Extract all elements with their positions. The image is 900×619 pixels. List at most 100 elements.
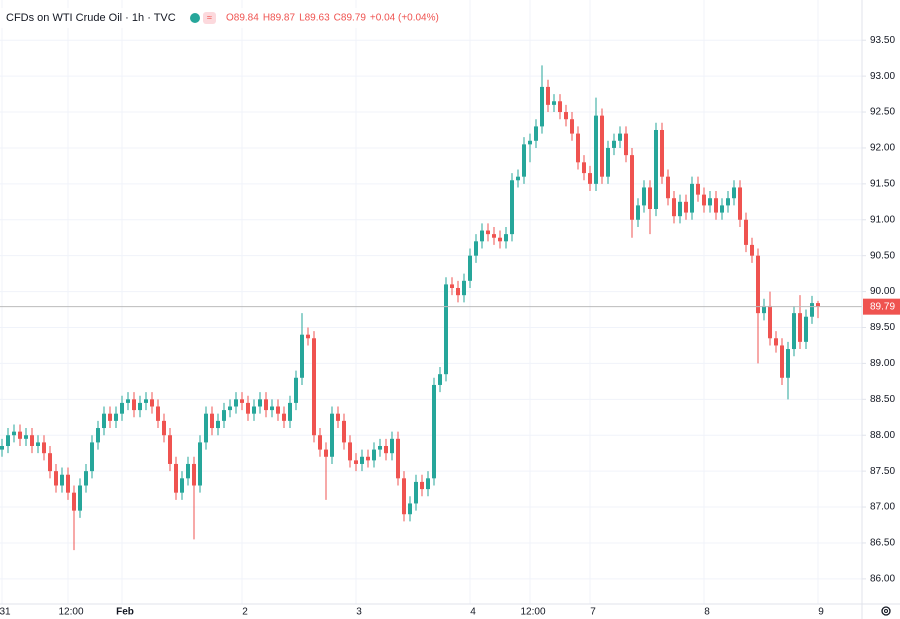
candle-body xyxy=(54,471,58,486)
candle-body xyxy=(552,101,556,105)
candle-body xyxy=(660,129,664,177)
candle-body xyxy=(192,463,196,486)
candle-body xyxy=(108,413,112,421)
candle-body xyxy=(768,305,772,339)
candle-body xyxy=(18,431,22,439)
candle-body xyxy=(114,413,118,421)
candle-body xyxy=(270,406,274,411)
candle-body xyxy=(684,201,688,213)
candle-body xyxy=(258,399,262,407)
candle-body xyxy=(138,402,142,411)
candle-body xyxy=(186,463,190,479)
candle-body xyxy=(654,129,658,209)
candle-body xyxy=(84,471,88,486)
candle-body xyxy=(12,431,16,436)
candle-body xyxy=(252,406,256,414)
candle-body xyxy=(156,406,160,421)
candle-body xyxy=(726,198,730,206)
candle-body xyxy=(288,402,292,421)
candle-body xyxy=(336,413,340,421)
candle-body xyxy=(48,453,52,472)
candle-body xyxy=(132,399,136,411)
candle-body xyxy=(468,255,472,281)
candle-body xyxy=(810,303,814,317)
y-tick-label: 91.50 xyxy=(870,178,895,189)
candle-body xyxy=(390,438,394,454)
candle-body xyxy=(174,463,178,493)
candle-body xyxy=(384,445,388,454)
candle-body xyxy=(72,492,76,511)
candle-body xyxy=(744,219,748,245)
candle-body xyxy=(738,187,742,220)
candle-body xyxy=(366,456,370,461)
candle-body xyxy=(534,126,538,141)
candle-body xyxy=(66,474,70,493)
y-tick-label: 90.50 xyxy=(870,250,895,261)
candle-body xyxy=(102,413,106,429)
candle-body xyxy=(816,303,820,307)
candle-body xyxy=(324,449,328,457)
candle-body xyxy=(564,112,568,120)
candle-body xyxy=(762,305,766,314)
candle-body xyxy=(240,399,244,403)
candle-body xyxy=(666,176,670,199)
settings-icon[interactable] xyxy=(881,606,891,616)
candle-body xyxy=(372,449,376,461)
candle-body xyxy=(642,187,646,206)
candle-body xyxy=(24,435,28,439)
candle-body xyxy=(318,435,322,450)
y-tick-label: 89.00 xyxy=(870,358,895,369)
candle-body xyxy=(408,503,412,515)
candle-body xyxy=(414,481,418,504)
candle-body xyxy=(282,413,286,421)
candle-body xyxy=(396,438,400,479)
candle-body xyxy=(492,234,496,238)
axes: 86.00 86.50 87.00 87.50 88.00 88.50 89.00 89.50… xyxy=(0,35,900,618)
plot xyxy=(0,65,862,551)
candle-body xyxy=(798,313,802,342)
candle-body xyxy=(600,115,604,177)
candle-body xyxy=(330,413,334,457)
chart-title: CFDs on WTI Crude Oil · 1h · TVC xyxy=(6,12,176,24)
x-tick-label: Feb xyxy=(116,607,134,618)
ohlc-value: L89.63 xyxy=(299,13,330,24)
candle-body xyxy=(300,334,304,378)
x-tick-label: 12:00 xyxy=(58,607,83,618)
candle-body xyxy=(780,345,784,378)
x-tick-label: 4 xyxy=(470,607,476,618)
candle-body xyxy=(756,255,760,314)
candle-body xyxy=(216,420,220,429)
toggle-icon[interactable] xyxy=(203,12,216,24)
candle-body xyxy=(804,316,808,342)
candle-body xyxy=(486,230,490,235)
status-icon xyxy=(190,13,200,23)
candle-body xyxy=(234,399,238,407)
candle-body xyxy=(630,155,634,220)
y-tick-label: 86.00 xyxy=(870,574,895,585)
candle-body xyxy=(648,187,652,209)
candle-body xyxy=(198,442,202,486)
candle-body xyxy=(90,442,94,472)
candle-body xyxy=(792,313,796,350)
candle-body xyxy=(120,402,124,414)
candle-body xyxy=(624,133,628,156)
candle-body xyxy=(180,478,184,493)
candle-body xyxy=(594,115,598,184)
x-tick-label: 7 xyxy=(590,607,596,618)
candle-body xyxy=(462,280,466,296)
candle-body xyxy=(222,410,226,421)
candle-body xyxy=(558,101,562,113)
candle-body xyxy=(420,481,424,490)
candle-body xyxy=(60,474,64,486)
candle-body xyxy=(714,198,718,213)
y-tick-label: 90.00 xyxy=(870,286,895,297)
candle-body xyxy=(474,241,478,256)
candle-body xyxy=(576,133,580,163)
ohlc-value: O89.84 xyxy=(226,13,259,24)
candle-body xyxy=(36,442,40,446)
y-tick-label: 88.50 xyxy=(870,394,895,405)
candle-body xyxy=(210,413,214,429)
last-price-label: 89.79 xyxy=(870,301,895,312)
candle-body xyxy=(732,187,736,199)
